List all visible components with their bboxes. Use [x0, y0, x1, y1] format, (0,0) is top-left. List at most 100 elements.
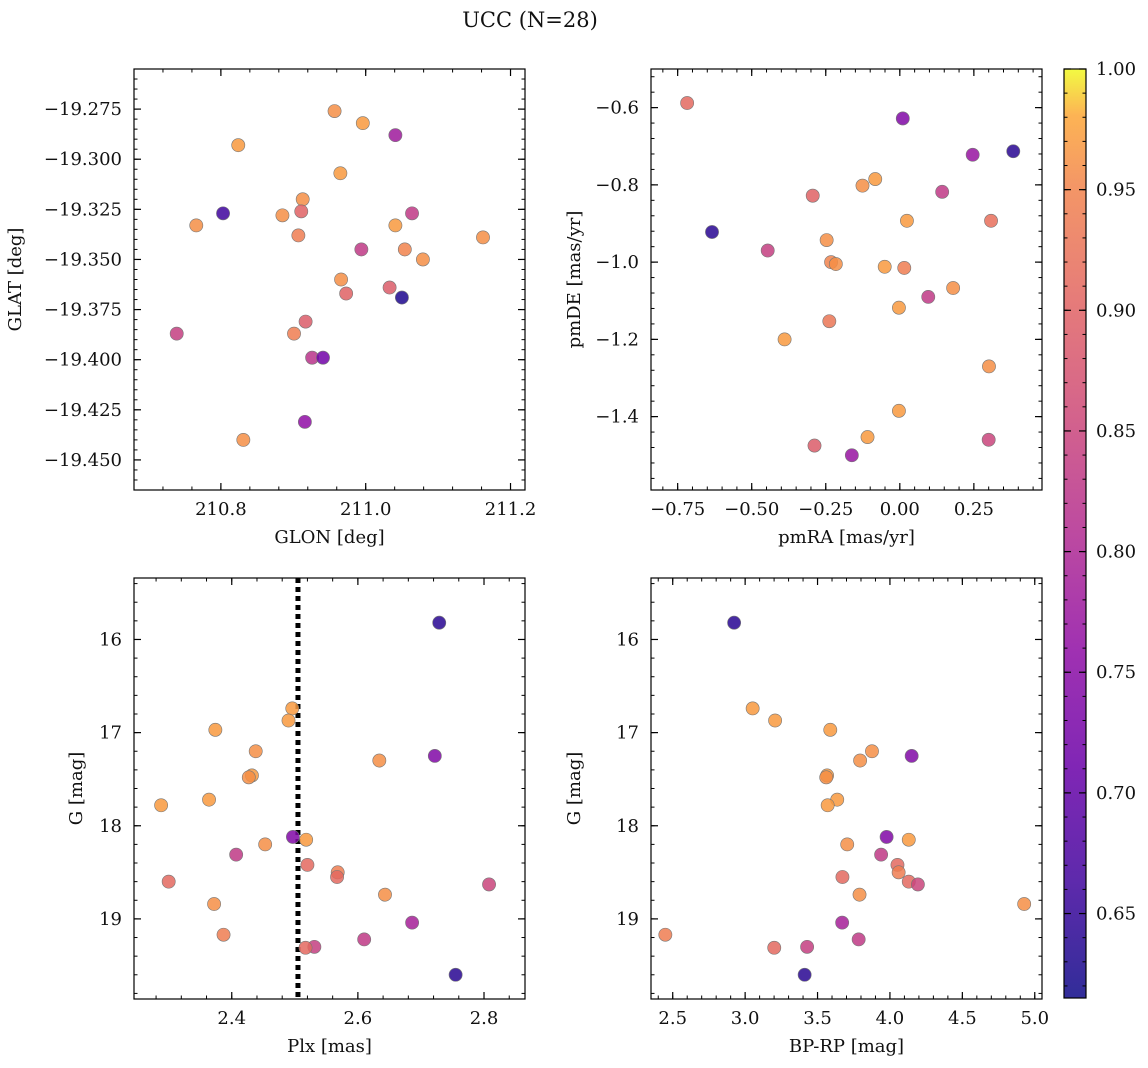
- y-tick-label: 19: [99, 909, 122, 930]
- axes-frame: [133, 577, 526, 1000]
- axes-frame: [650, 577, 1043, 1000]
- data-point: [800, 939, 815, 954]
- y-tick-label: −1.2: [595, 329, 639, 350]
- colorbar-tick-label: 1.00: [1096, 59, 1136, 80]
- data-point: [819, 233, 834, 248]
- y-tick-label: 17: [616, 723, 639, 744]
- panel-bprp-g: 2.5 3.0 3.5 4.0 4.5 5.0 16 17 18 19 BP-RP [mag] G […: [564, 577, 1049, 1057]
- y-tick-label: −1.4: [595, 407, 639, 428]
- x-tick-label: 4.5: [948, 1008, 977, 1029]
- y-tick-label: −19.350: [44, 249, 122, 270]
- data-point: [984, 213, 998, 228]
- data-point: [760, 243, 775, 258]
- panel-glon-glat: 210.8 211.0 211.2 −19.275 −19.300 −19.325 −19.…: [5, 68, 536, 548]
- data-point: [287, 326, 301, 341]
- y-tick-label: −19.450: [44, 450, 122, 471]
- y-tick-label: −19.325: [44, 199, 122, 220]
- data-point: [236, 432, 251, 447]
- x-axis-label: pmRA [mas/yr]: [778, 527, 915, 548]
- data-point: [892, 403, 906, 418]
- data-point: [852, 887, 867, 902]
- data-point: [229, 847, 244, 862]
- data-point: [334, 272, 348, 287]
- data-point: [208, 722, 223, 737]
- x-tick-label: 210.8: [195, 499, 247, 520]
- data-point: [921, 289, 936, 304]
- data-point: [835, 870, 850, 884]
- x-tick-label: 0.00: [880, 499, 920, 520]
- data-point: [281, 713, 296, 728]
- data-point: [768, 713, 783, 728]
- data-point: [189, 218, 204, 233]
- colorbar-tick-label: 0.75: [1096, 662, 1136, 683]
- data-point: [822, 314, 837, 329]
- x-tick-label: 2.4: [217, 1008, 246, 1029]
- data-point: [900, 213, 914, 228]
- data-point: [835, 915, 850, 930]
- data-point: [333, 166, 348, 181]
- data-point: [982, 359, 996, 374]
- data-point: [828, 257, 843, 271]
- data-point: [298, 940, 313, 955]
- data-point: [202, 792, 216, 807]
- data-point: [840, 837, 855, 852]
- data-point: [897, 261, 912, 275]
- data-point: [981, 432, 996, 447]
- data-point: [161, 874, 176, 889]
- y-tick-label: 18: [616, 816, 639, 837]
- data-point: [169, 326, 184, 341]
- data-point: [388, 128, 403, 143]
- data-point: [895, 111, 910, 126]
- data-point: [405, 206, 419, 221]
- y-tick-label: −0.8: [595, 175, 639, 196]
- data-point: [378, 887, 392, 902]
- panel-pmra-pmde: −0.75 −0.50 −0.25 0.00 0.25 −0.6 −0.8 −1.0 −1.2 −…: [564, 68, 1043, 548]
- data-point: [395, 290, 409, 305]
- data-point: [904, 749, 919, 763]
- data-point: [397, 242, 412, 257]
- data-point: [705, 225, 719, 239]
- x-axis-label: BP-RP [mag]: [789, 1036, 904, 1057]
- axes-frame: [650, 68, 1043, 491]
- minor-ticks: [651, 69, 1042, 490]
- data-point: [354, 242, 369, 257]
- x-tick-label: 3.0: [731, 1008, 760, 1029]
- y-axis-label: pmDE [mas/yr]: [564, 211, 585, 349]
- y-tick-label: −19.300: [44, 149, 122, 170]
- minor-ticks: [133, 68, 525, 491]
- data-point: [248, 744, 263, 759]
- x-tick-label: 5.0: [1020, 1008, 1049, 1029]
- data-point: [965, 147, 980, 162]
- y-tick-label: −19.275: [44, 99, 122, 120]
- data-point: [258, 837, 273, 852]
- data-point: [294, 204, 309, 219]
- data-point: [432, 615, 447, 630]
- colorbar-tick-label: 0.90: [1096, 300, 1136, 321]
- data-point: [357, 932, 372, 947]
- data-point: [339, 286, 354, 301]
- data-point: [844, 448, 859, 463]
- data-point: [372, 753, 387, 768]
- data-point: [892, 300, 906, 315]
- data-point: [300, 857, 315, 872]
- data-point: [275, 208, 290, 223]
- data-point: [879, 830, 894, 844]
- data-point: [297, 414, 312, 429]
- data-point: [727, 615, 742, 630]
- x-tick-label: −0.25: [798, 499, 853, 520]
- data-point: [295, 192, 310, 207]
- data-point: [874, 847, 889, 862]
- data-point: [448, 967, 463, 982]
- data-point: [216, 927, 231, 942]
- data-point: [946, 281, 961, 295]
- colorbar-tick-label: 0.65: [1096, 904, 1136, 925]
- data-point: [427, 749, 442, 763]
- y-axis-label: G [mag]: [564, 752, 585, 825]
- x-tick-label: 3.5: [803, 1008, 832, 1029]
- data-point: [241, 770, 256, 785]
- data-point: [777, 332, 792, 347]
- data-point: [285, 701, 300, 716]
- data-point: [901, 832, 916, 847]
- data-point: [745, 701, 760, 716]
- y-axis-label: G [mag]: [66, 752, 87, 825]
